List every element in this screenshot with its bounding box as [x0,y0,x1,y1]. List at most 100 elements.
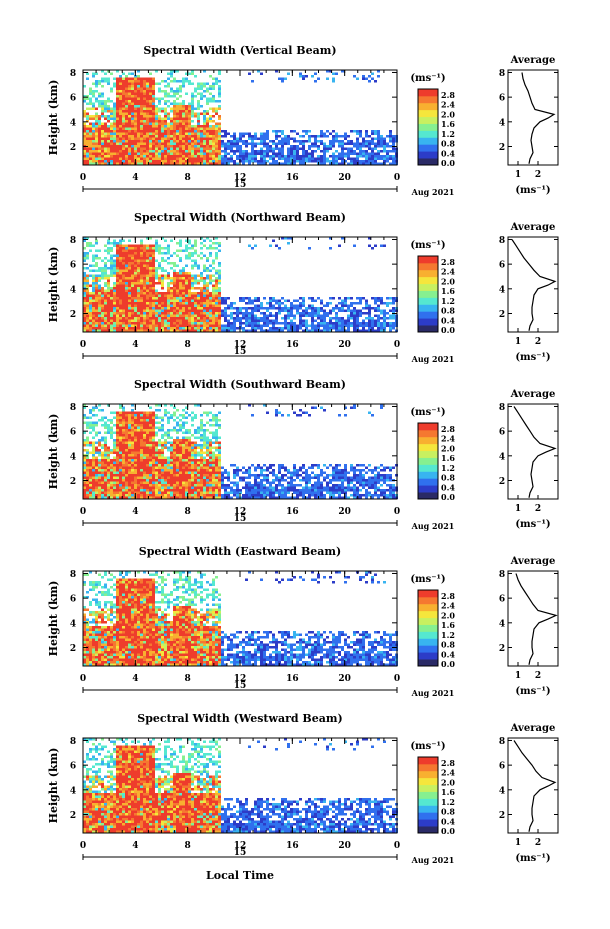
colorbar-tick-label: 2.8 [441,591,455,601]
heatmap-cells [83,738,398,833]
colorbar-tick-label: 0.4 [441,482,455,492]
date-tick-label: 15 [234,681,247,691]
colorbar-swatch [418,471,438,479]
profile-y-tick-label: 6 [499,94,505,104]
panel-title: Spectral Width (Westward Beam) [137,712,342,725]
profile-y-tick-label: 2 [499,477,505,487]
y-tick-label: 8 [70,570,76,580]
profile-x-tick-label: 1 [515,504,521,514]
x-tick-label: 0 [394,841,400,851]
profile-unit: (ms⁻¹) [515,519,550,530]
colorbar-swatch [418,130,438,138]
profile-x-tick-label: 1 [515,838,521,848]
colorbar-swatch [418,158,438,166]
colorbar-swatch [418,290,438,298]
x-tick-label: 0 [80,507,86,517]
colorbar-swatch [418,777,438,786]
x-tick-label: 16 [286,340,299,350]
colorbar-tick-label: 1.2 [441,463,455,473]
colorbar-tick-label: 2.8 [441,257,455,267]
colorbar-swatch [418,144,438,152]
colorbar-swatch [418,95,438,104]
y-tick-label: 4 [70,118,76,128]
colorbar-tick-label: 2.8 [441,90,455,100]
colorbar-tick-label: 1.6 [441,787,455,797]
colorbar-swatch [418,436,438,445]
colorbar-tick-label: 2.4 [441,100,455,110]
colorbar-unit: (ms⁻¹) [410,741,445,752]
profile-y-tick-label: 6 [499,762,505,772]
beam-panel: Spectral Width (Southward Beam) 8 6 4 2 Heigh… [47,378,559,531]
colorbar: 2.82.42.01.61.20.80.40.0 [417,255,455,335]
colorbar-swatch [418,757,438,765]
colorbar-unit: (ms⁻¹) [410,407,445,418]
beam-panel: Spectral Width (Northward Beam) 8 6 4 2 Heigh… [47,211,559,364]
profile-frame [507,69,559,166]
profile-y-tick-label: 2 [499,811,505,821]
colorbar-tick-label: 0.4 [441,148,455,158]
x-tick-label: 20 [338,340,351,350]
colorbar-swatch [418,603,438,612]
colorbar: 2.82.42.01.61.20.80.40.0 [417,88,455,168]
profile-y-tick-label: 8 [499,737,505,747]
average-profile: Average 8 6 4 2 1 2 (ms⁻¹) [499,389,559,530]
average-profile: Average 8 6 4 2 1 2 (ms⁻¹) [499,222,559,363]
colorbar-tick-label: 0.0 [441,325,455,335]
profile-y-tick-label: 8 [499,236,505,246]
colorbar-frame [417,589,439,667]
profile-frame [507,236,559,333]
colorbar-swatch [418,457,438,465]
colorbar-tick-label: 0.8 [441,640,455,650]
colorbar-tick-label: 2.4 [441,434,455,444]
profile-y-tick-label: 8 [499,570,505,580]
profile-line [511,239,557,331]
colorbar-swatch [418,784,438,792]
y-tick-label: 6 [70,261,76,271]
y-tick-label: 8 [70,236,76,246]
colorbar-swatch [418,791,438,799]
colorbar-swatch [418,325,438,333]
colorbar-swatch [418,102,438,111]
profile-line [521,72,556,164]
colorbar-tick-label: 1.2 [441,296,455,306]
colorbar-swatch [418,429,438,438]
colorbar-unit: (ms⁻¹) [410,574,445,585]
x-tick-label: 12 [234,173,247,183]
colorbar-tick-label: 0.4 [441,315,455,325]
x-tick-label: 16 [286,841,299,851]
colorbar-unit: (ms⁻¹) [410,240,445,251]
profile-y-tick-label: 6 [499,428,505,438]
x-tick-label: 16 [286,507,299,517]
heatmap-cells [83,571,398,666]
profile-frame [507,570,559,667]
profile-x-tick-label: 1 [515,170,521,180]
date-label: Aug 2021 [411,521,455,531]
colorbar-swatch [418,770,438,779]
colorbar-tick-label: 1.2 [441,630,455,640]
colorbar-tick-label: 2.4 [441,601,455,611]
colorbar-tick-label: 1.6 [441,620,455,630]
y-tick-label: 8 [70,69,76,79]
colorbar-tick-label: 0.4 [441,816,455,826]
colorbar-tick-label: 0.0 [441,158,455,168]
colorbar-frame [417,88,439,166]
colorbar-tick-label: 2.8 [441,424,455,434]
colorbar: 2.82.42.01.61.20.80.40.0 [417,589,455,669]
profile-line [513,740,557,832]
colorbar-tick-label: 0.8 [441,473,455,483]
colorbar-swatch [418,638,438,646]
y-tick-label: 2 [70,644,76,654]
date-label: Aug 2021 [411,354,455,364]
x-tick-label: 20 [338,674,351,684]
profile-y-tick-label: 2 [499,143,505,153]
beam-panel: Spectral Width (Eastward Beam) 8 6 4 2 Height… [47,545,559,698]
colorbar-swatch [418,631,438,639]
profile-y-tick-label: 2 [499,310,505,320]
colorbar-swatch [418,151,438,159]
colorbar-tick-label: 2.0 [441,610,455,620]
x-tick-label: 8 [185,173,191,183]
profile-line [513,406,557,498]
colorbar-swatch [418,297,438,305]
profile-unit: (ms⁻¹) [515,853,550,864]
colorbar-swatch [418,464,438,472]
